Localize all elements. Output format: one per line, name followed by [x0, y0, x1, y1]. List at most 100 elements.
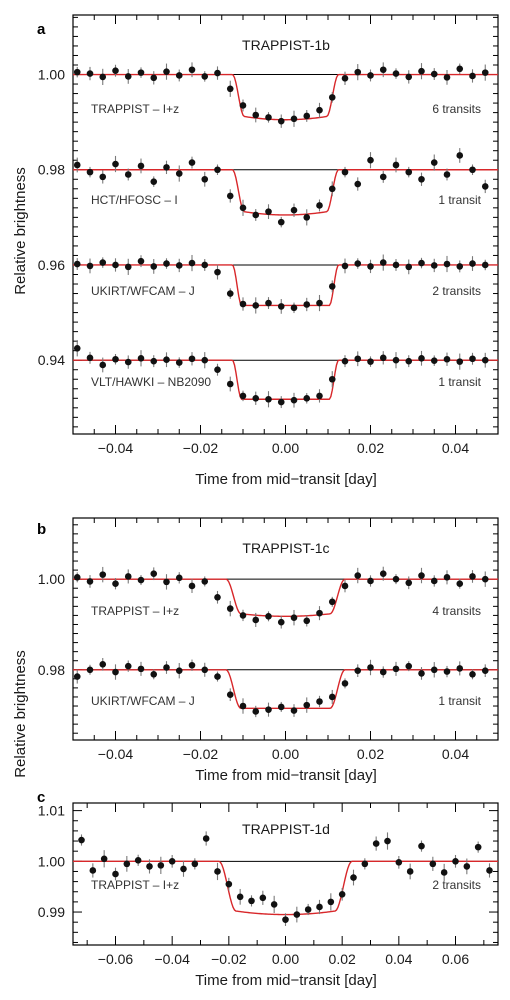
data-point	[86, 70, 94, 77]
data-point	[469, 355, 476, 363]
data-point	[265, 114, 272, 121]
x-tick-label: 0.00	[272, 951, 299, 967]
data-point	[293, 911, 301, 918]
data-point	[252, 616, 260, 624]
data-point	[124, 358, 132, 366]
data-point	[456, 665, 464, 672]
model-curve	[73, 169, 498, 216]
data-point	[316, 698, 323, 705]
data-point	[303, 214, 311, 221]
data-point	[150, 570, 158, 578]
data-point	[73, 574, 81, 581]
data-point	[304, 906, 312, 913]
data-point	[214, 166, 221, 174]
data-point	[328, 283, 336, 290]
data-point	[73, 673, 81, 680]
data-point	[443, 668, 451, 675]
panel-a-series-3-note: 1 transit	[438, 375, 481, 389]
data-point	[463, 863, 471, 870]
data-point	[239, 300, 247, 308]
data-point	[124, 171, 132, 178]
data-point	[175, 170, 183, 177]
data-point	[418, 354, 425, 362]
data-point	[303, 301, 311, 308]
data-point	[277, 303, 285, 310]
data-point	[384, 837, 391, 845]
data-point	[226, 290, 234, 297]
panel-b-series-1-label: UKIRT/WFCAM – J	[91, 694, 195, 708]
data-point	[379, 66, 387, 74]
data-point	[341, 168, 349, 176]
data-point	[146, 863, 153, 870]
data-point	[134, 857, 142, 864]
data-point	[86, 354, 94, 362]
data-point	[456, 65, 464, 73]
data-point	[124, 662, 132, 670]
data-point	[367, 577, 374, 585]
data-point	[303, 701, 311, 709]
data-point	[163, 664, 170, 671]
data-point	[201, 261, 209, 269]
panel-letter-c: c	[37, 789, 45, 806]
data-point	[405, 357, 413, 365]
data-point	[395, 859, 403, 866]
panel-a-y-axis-title: Relative brightness	[12, 167, 29, 295]
data-point	[341, 357, 349, 365]
data-point	[277, 618, 285, 626]
data-point	[201, 73, 209, 80]
data-point	[137, 69, 145, 76]
data-point	[188, 159, 196, 166]
data-point	[367, 156, 374, 164]
data-point	[214, 673, 221, 680]
data-point	[469, 671, 476, 678]
panel-a-series-2-note: 2 transits	[432, 284, 481, 298]
data-point	[137, 162, 145, 170]
data-point	[124, 73, 132, 80]
data-point	[327, 898, 335, 906]
y-tick-label: 0.98	[38, 662, 65, 678]
x-tick-label: −0.06	[98, 951, 134, 967]
data-point	[191, 860, 199, 868]
panel-c-plot: −0.06 −0.04 −0.02 0.00 0.02 0.04 0.06 0.99 1.00 1…	[38, 802, 499, 967]
panel-a-series-0-label: TRAPPIST – I+z	[91, 102, 179, 116]
data-point	[78, 836, 85, 844]
x-tick-label: −0.02	[211, 951, 247, 967]
data-point	[481, 183, 489, 190]
data-point	[214, 366, 221, 374]
model-curve	[73, 73, 498, 121]
data-point	[481, 261, 489, 269]
data-point	[112, 67, 119, 75]
data-point	[341, 75, 349, 82]
data-point	[418, 259, 425, 267]
data-point	[443, 74, 451, 81]
data-point	[73, 161, 81, 169]
data-point	[239, 612, 247, 619]
panel-a-title: TRAPPIST-1b	[242, 37, 330, 53]
panel-a-series-3-label: VLT/HAWKI – NB2090	[91, 375, 211, 389]
data-point	[265, 299, 272, 307]
y-tick-label: 0.96	[38, 257, 65, 273]
data-point	[137, 257, 145, 265]
data-point	[252, 708, 260, 715]
data-point	[124, 263, 132, 271]
data-point	[354, 260, 362, 267]
data-point	[188, 661, 196, 669]
data-point	[112, 160, 119, 168]
panel-b-series-0-note: 4 transits	[432, 604, 481, 618]
data-point	[201, 356, 209, 364]
data-point	[452, 858, 459, 865]
data-point	[86, 666, 94, 674]
data-point	[73, 260, 81, 268]
x-tick-label: 0.04	[385, 951, 412, 967]
panel-a-series-0-note: 6 transits	[432, 102, 481, 116]
data-point	[175, 574, 183, 582]
data-point	[214, 593, 221, 601]
data-point	[456, 152, 464, 159]
data-point	[290, 206, 298, 214]
data-point	[137, 354, 145, 362]
data-point	[481, 667, 489, 674]
data-point	[150, 263, 158, 270]
data-point	[469, 573, 476, 580]
data-point	[418, 670, 425, 677]
panel-b-series-0-label: TRAPPIST – I+z	[91, 604, 179, 618]
